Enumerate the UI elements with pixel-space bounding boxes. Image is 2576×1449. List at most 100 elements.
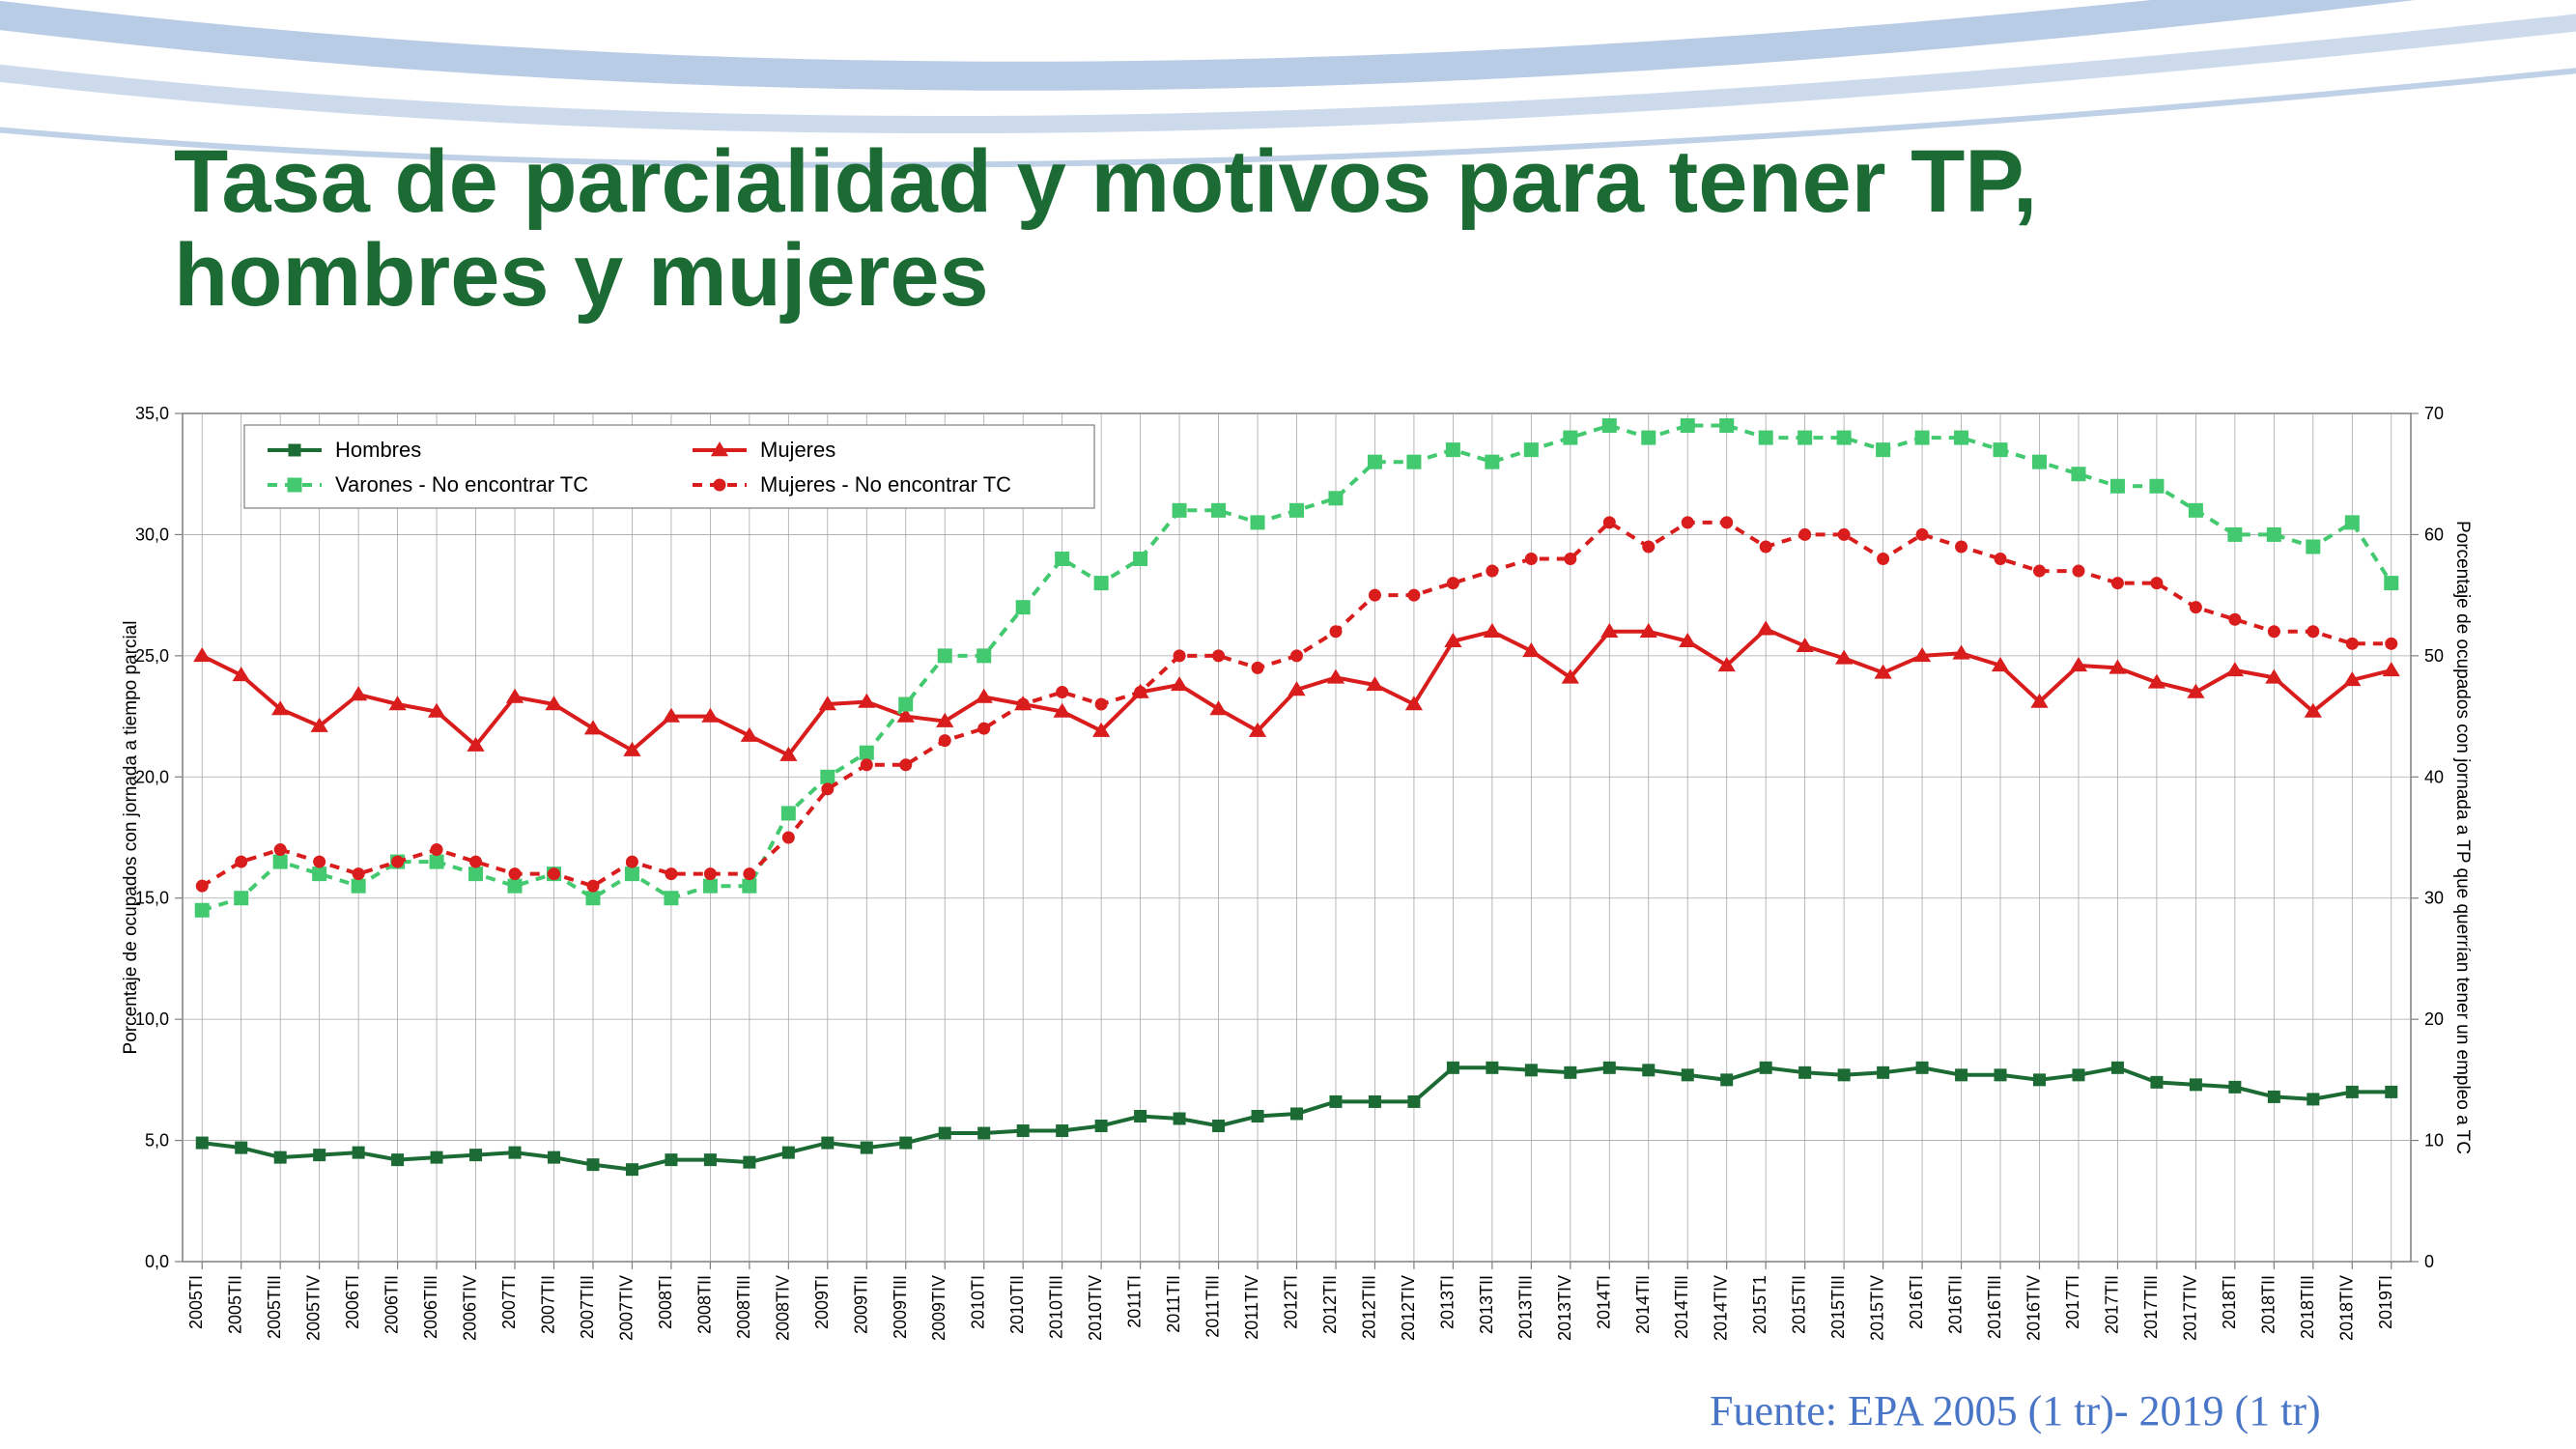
marker-varones_no_tc [1368,455,1381,469]
legend-label-mujeres_no_tc: Mujeres - No encontrar TC [760,472,1011,497]
marker-varones_no_tc [1056,553,1069,566]
marker-mujeres_no_tc [549,868,560,880]
marker-mujeres_no_tc [1525,554,1537,565]
svg-text:2012TII: 2012TII [1320,1275,1340,1334]
svg-text:2016TII: 2016TII [1946,1275,1966,1334]
marker-mujeres_no_tc [196,880,208,892]
marker-varones_no_tc [938,649,951,663]
marker-mujeres_no_tc [2151,578,2163,589]
svg-text:35,0: 35,0 [135,406,169,423]
marker-hombres [1330,1095,1342,1107]
marker-hombres [1017,1125,1029,1137]
svg-text:2014TIII: 2014TIII [1672,1275,1691,1339]
svg-text:30,0: 30,0 [135,525,169,544]
marker-hombres [900,1137,912,1149]
svg-text:Porcentaje de ocupados con jor: Porcentaje de ocupados con jornada a tie… [121,621,141,1055]
marker-varones_no_tc [1877,443,1890,457]
svg-text:2015TIV: 2015TIV [1868,1275,1887,1341]
marker-mujeres_no_tc [2346,638,2358,649]
marker-mujeres_no_tc [704,868,716,880]
marker-mujeres_no_tc [626,856,637,867]
svg-text:20: 20 [2424,1009,2444,1029]
svg-text:2012TI: 2012TI [1282,1275,1301,1329]
marker-hombres [1057,1125,1068,1137]
marker-mujeres_no_tc [1369,589,1380,601]
marker-hombres [196,1137,208,1149]
marker-hombres [1995,1069,2006,1081]
marker-varones_no_tc [586,892,600,905]
marker-mujeres_no_tc [314,856,326,867]
marker-varones_no_tc [273,855,287,868]
marker-mujeres_no_tc [1603,517,1615,528]
svg-text:2007TIII: 2007TIII [578,1275,597,1339]
marker-hombres [2229,1081,2241,1093]
svg-text:2018TI: 2018TI [2220,1275,2239,1329]
marker-hombres [2386,1086,2397,1097]
marker-hombres [2307,1094,2319,1105]
marker-varones_no_tc [1212,503,1226,517]
marker-mujeres_no_tc [900,759,912,771]
marker-varones_no_tc [2110,479,2124,493]
marker-mujeres_no_tc [1135,686,1146,697]
marker-hombres [2073,1069,2084,1081]
marker-mujeres_no_tc [1486,565,1498,577]
marker-mujeres_no_tc [1838,528,1850,540]
marker-varones_no_tc [2345,516,2359,529]
marker-varones_no_tc [1798,431,1812,444]
svg-text:2005TI: 2005TI [186,1275,206,1329]
marker-mujeres_no_tc [2034,565,2046,577]
marker-varones_no_tc [1915,431,1929,444]
svg-text:2010TI: 2010TI [969,1275,988,1329]
svg-text:2017TIV: 2017TIV [2180,1275,2199,1341]
marker-mujeres_no_tc [1408,589,1420,601]
marker-varones_no_tc [1837,431,1851,444]
svg-text:2006TIII: 2006TIII [421,1275,440,1339]
marker-varones_no_tc [1642,431,1656,444]
marker-hombres [1291,1108,1303,1120]
svg-text:2011TIII: 2011TIII [1203,1275,1223,1338]
marker-mujeres_no_tc [1682,517,1693,528]
marker-mujeres_no_tc [1799,528,1811,540]
marker-hombres [782,1147,794,1158]
svg-text:2008TII: 2008TII [694,1275,714,1334]
marker-hombres [1369,1095,1380,1107]
svg-text:2019TI: 2019TI [2376,1275,2395,1329]
marker-mujeres_no_tc [236,856,247,867]
legend-label-mujeres: Mujeres [760,438,835,462]
marker-mujeres_no_tc [744,868,755,880]
marker-hombres [1878,1066,1889,1078]
marker-varones_no_tc [743,879,756,893]
source-caption: Fuente: EPA 2005 (1 tr)- 2019 (1 tr) [1710,1386,2321,1435]
svg-text:2016TI: 2016TI [1907,1275,1926,1329]
svg-text:2014TII: 2014TII [1633,1275,1653,1334]
svg-text:2008TIII: 2008TIII [734,1275,753,1339]
marker-hombres [2111,1062,2123,1073]
svg-text:2013TIII: 2013TIII [1515,1275,1535,1339]
marker-hombres [274,1151,286,1163]
marker-varones_no_tc [2072,468,2085,481]
svg-text:2018TII: 2018TII [2258,1275,2278,1334]
svg-text:2012TIII: 2012TIII [1359,1275,1378,1339]
marker-hombres [392,1154,404,1166]
marker-varones_no_tc [469,867,483,881]
marker-mujeres_no_tc [353,868,364,880]
svg-text:0: 0 [2424,1252,2434,1271]
marker-mujeres_no_tc [2307,626,2319,638]
marker-mujeres_no_tc [978,723,990,734]
svg-text:2006TII: 2006TII [382,1275,402,1334]
marker-hombres [2346,1086,2358,1097]
marker-hombres [1213,1121,1225,1132]
svg-text:2005TIII: 2005TIII [265,1275,284,1339]
marker-hombres [1486,1062,1498,1073]
marker-mujeres_no_tc [822,783,834,795]
marker-mujeres_no_tc [1447,578,1458,589]
svg-text:2011TII: 2011TII [1164,1275,1183,1333]
marker-varones_no_tc [860,746,873,759]
marker-varones_no_tc [977,649,991,663]
marker-hombres [549,1151,560,1163]
marker-varones_no_tc [1446,443,1459,457]
marker-mujeres_no_tc [1643,541,1655,553]
marker-varones_no_tc [352,879,365,893]
marker-varones_no_tc [1134,553,1147,566]
svg-text:30: 30 [2424,889,2444,908]
